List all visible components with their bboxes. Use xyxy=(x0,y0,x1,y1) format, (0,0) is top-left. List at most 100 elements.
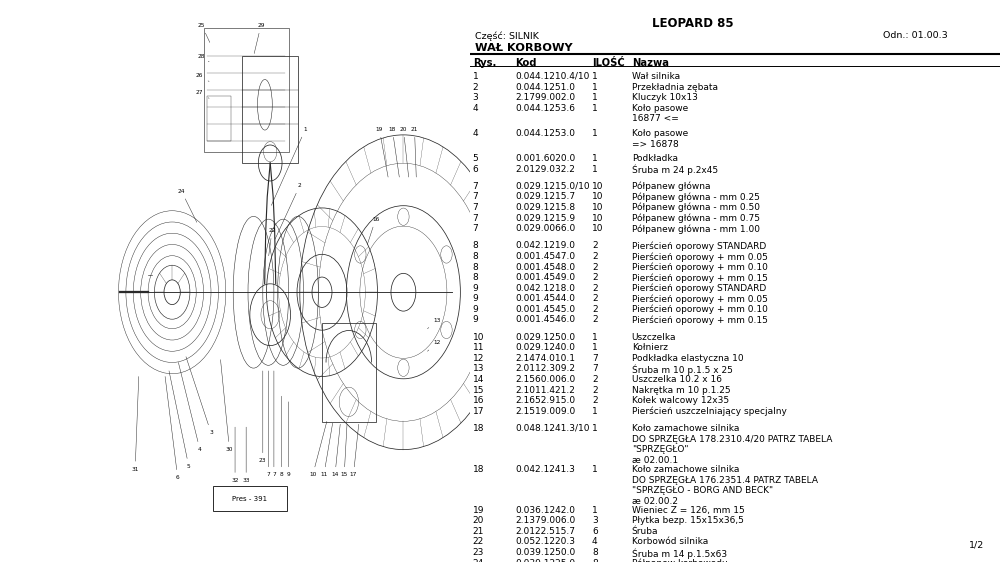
Text: 18: 18 xyxy=(473,424,484,433)
Text: 1: 1 xyxy=(592,129,598,138)
Text: 1: 1 xyxy=(592,465,598,474)
Text: Korbowód silnika: Korbowód silnika xyxy=(632,537,708,546)
Text: 8: 8 xyxy=(279,396,283,477)
Text: 2.1652.915.0: 2.1652.915.0 xyxy=(515,396,575,405)
Text: 0.042.1241.3: 0.042.1241.3 xyxy=(515,465,575,474)
Text: 1: 1 xyxy=(592,165,598,174)
Text: Koło pasowe
16877 <=: Koło pasowe 16877 <= xyxy=(632,103,688,124)
Text: 2.0129.032.2: 2.0129.032.2 xyxy=(515,165,575,174)
Text: Pierścień oporowy + mm 0.15: Pierścień oporowy + mm 0.15 xyxy=(632,315,768,325)
Text: 7: 7 xyxy=(473,224,478,233)
Text: 16: 16 xyxy=(473,396,484,405)
Text: 14: 14 xyxy=(331,424,340,477)
Text: 1: 1 xyxy=(592,72,598,81)
Text: 33: 33 xyxy=(242,427,250,483)
Text: 30: 30 xyxy=(221,360,233,452)
Text: Kołnierz: Kołnierz xyxy=(632,343,668,352)
Text: 0.042.1218.0: 0.042.1218.0 xyxy=(515,284,575,293)
Text: Pierścień oporowy + mm 0.15: Pierścień oporowy + mm 0.15 xyxy=(632,273,768,283)
Text: Kluczyk 10x13: Kluczyk 10x13 xyxy=(632,93,698,102)
Text: 4: 4 xyxy=(473,103,478,112)
Text: 10: 10 xyxy=(592,182,603,191)
Text: 6: 6 xyxy=(165,377,180,480)
Bar xyxy=(204,28,289,152)
Text: 3: 3 xyxy=(592,516,598,525)
Text: 7: 7 xyxy=(473,203,478,212)
Text: 18: 18 xyxy=(473,465,484,474)
Text: 2: 2 xyxy=(592,273,598,282)
Text: 13: 13 xyxy=(473,364,484,373)
Text: 0.044.1253.0: 0.044.1253.0 xyxy=(515,129,575,138)
Text: 20: 20 xyxy=(473,516,484,525)
Text: 10: 10 xyxy=(473,333,484,342)
Text: 0.029.1215.9: 0.029.1215.9 xyxy=(515,214,575,223)
Text: Wał silnika: Wał silnika xyxy=(632,72,680,81)
Text: Półpanew główna - mm 0.75: Półpanew główna - mm 0.75 xyxy=(632,214,760,223)
Text: Półpanew główna - mm 0.50: Półpanew główna - mm 0.50 xyxy=(632,203,760,212)
Text: 0.042.1219.0: 0.042.1219.0 xyxy=(515,242,575,251)
Text: 32: 32 xyxy=(231,427,239,483)
Text: 2: 2 xyxy=(592,252,598,261)
Text: 1: 1 xyxy=(592,506,598,515)
Text: Nakrętka m 10 p.1.25: Nakrętka m 10 p.1.25 xyxy=(632,386,730,395)
Text: 0.001.4544.0: 0.001.4544.0 xyxy=(515,294,575,303)
Text: Koło zamachowe silnika
DO SPRZĘGŁA 178.2310.4/20 PATRZ TABELA
"SPRZĘGŁO"
æ 02.00: Koło zamachowe silnika DO SPRZĘGŁA 178.2… xyxy=(632,424,832,465)
Text: 0.039.1225.0: 0.039.1225.0 xyxy=(515,559,575,562)
Text: 2: 2 xyxy=(592,294,598,303)
Text: 1: 1 xyxy=(592,343,598,352)
Bar xyxy=(242,56,298,163)
Text: 0.001.6020.0: 0.001.6020.0 xyxy=(515,154,575,163)
Text: Rys.: Rys. xyxy=(473,58,496,69)
Text: 2: 2 xyxy=(592,386,598,395)
Text: 1: 1 xyxy=(592,424,598,433)
Text: 17: 17 xyxy=(350,424,359,477)
Text: 22: 22 xyxy=(473,537,484,546)
Text: 9: 9 xyxy=(473,305,478,314)
Text: 2: 2 xyxy=(592,262,598,271)
Text: Pierścień oporowy STANDARD: Pierścień oporowy STANDARD xyxy=(632,284,766,293)
Text: 0.001.4549.0: 0.001.4549.0 xyxy=(515,273,575,282)
Text: 7: 7 xyxy=(266,371,270,477)
Text: 2: 2 xyxy=(592,305,598,314)
Text: 9: 9 xyxy=(473,294,478,303)
Text: 2.1519.009.0: 2.1519.009.0 xyxy=(515,407,575,416)
Text: 5: 5 xyxy=(169,371,191,469)
Text: 0.001.4548.0: 0.001.4548.0 xyxy=(515,262,575,271)
Text: 29: 29 xyxy=(254,23,265,53)
Text: 2.1799.002.0: 2.1799.002.0 xyxy=(515,93,575,102)
Text: 13: 13 xyxy=(427,318,440,329)
Text: 2: 2 xyxy=(592,284,598,293)
Text: 8: 8 xyxy=(473,252,478,261)
Text: 2: 2 xyxy=(592,242,598,251)
Text: 2: 2 xyxy=(592,375,598,384)
Text: 12: 12 xyxy=(427,341,440,351)
Text: 1: 1 xyxy=(592,333,598,342)
Text: 0.052.1220.3: 0.052.1220.3 xyxy=(515,537,575,546)
Text: 15: 15 xyxy=(341,424,348,477)
Text: Nazwa: Nazwa xyxy=(632,58,669,69)
Text: 0.044.1251.0: 0.044.1251.0 xyxy=(515,83,575,92)
Text: 31: 31 xyxy=(131,377,139,472)
Text: 0.044.1210.4/10: 0.044.1210.4/10 xyxy=(515,72,589,81)
Text: 16: 16 xyxy=(367,217,379,244)
Text: 11: 11 xyxy=(320,423,333,477)
Text: 7: 7 xyxy=(592,354,598,363)
Text: 2.0122.515.7: 2.0122.515.7 xyxy=(515,527,575,536)
Text: 20: 20 xyxy=(400,127,409,177)
Text: 4: 4 xyxy=(473,129,478,138)
Text: Koło pasowe
=> 16878: Koło pasowe => 16878 xyxy=(632,129,688,148)
Text: 18: 18 xyxy=(389,127,399,177)
Text: 8: 8 xyxy=(592,559,598,562)
Text: 1: 1 xyxy=(473,72,478,81)
Text: 3: 3 xyxy=(473,93,478,102)
Text: Pierścień oporowy + mm 0.05: Pierścień oporowy + mm 0.05 xyxy=(632,252,768,261)
Text: Półpanew główna - mm 0.25: Półpanew główna - mm 0.25 xyxy=(632,192,760,202)
Text: 2.0112.309.2: 2.0112.309.2 xyxy=(515,364,575,373)
Text: Śruba m 10 p.1.5 x 25: Śruba m 10 p.1.5 x 25 xyxy=(632,364,733,375)
Text: 21: 21 xyxy=(411,127,418,177)
Text: Śruba m 24 p.2x45: Śruba m 24 p.2x45 xyxy=(632,165,718,175)
Text: 7: 7 xyxy=(473,182,478,191)
Text: Pierścień oporowy STANDARD: Pierścień oporowy STANDARD xyxy=(632,242,766,251)
Bar xyxy=(213,486,287,511)
Text: 4: 4 xyxy=(178,362,202,452)
